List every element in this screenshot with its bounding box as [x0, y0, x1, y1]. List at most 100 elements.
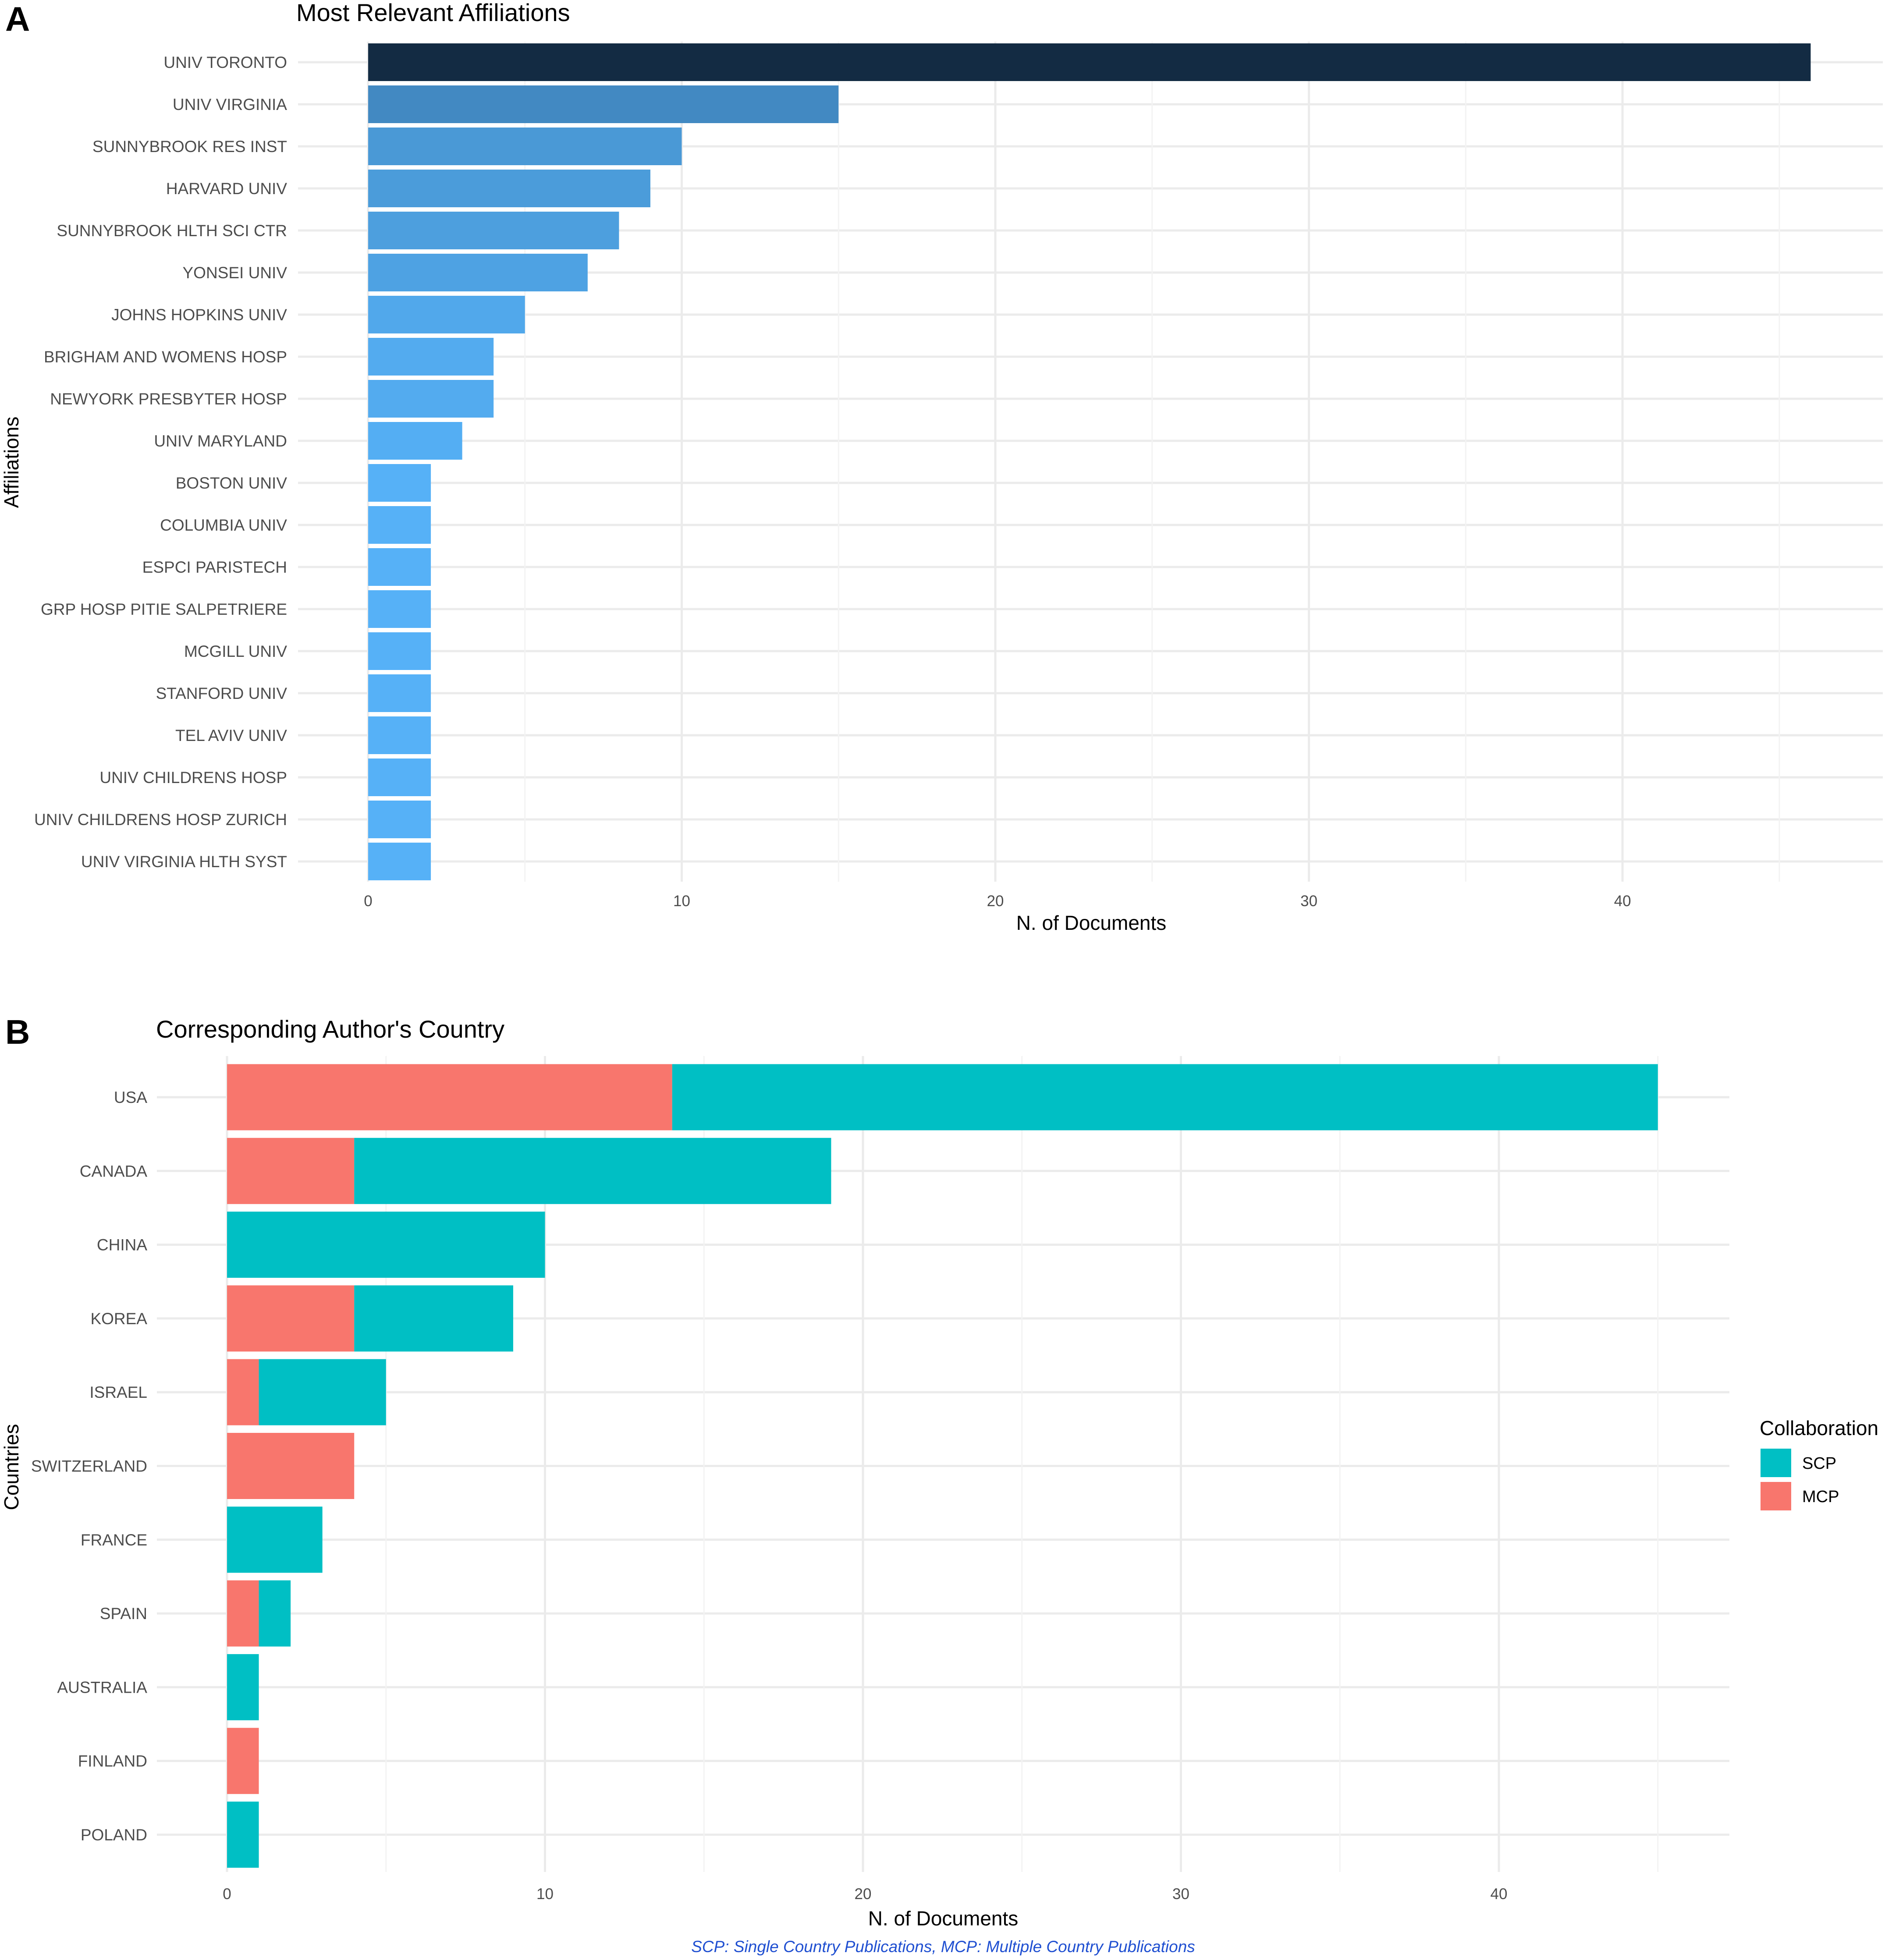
- bar-johns-hopkins-univ: [368, 296, 525, 333]
- a-label-boston-univ: BOSTON UNIV: [176, 474, 288, 492]
- legend-label-scp: SCP: [1802, 1454, 1836, 1473]
- a-label-univ-toronto: UNIV TORONTO: [163, 53, 287, 71]
- bar-scp-usa: [672, 1064, 1658, 1131]
- a-label-espci-paristech: ESPCI PARISTECH: [142, 558, 287, 576]
- panel-b-x-tick-labels: 0 10 20 30 40: [223, 1886, 1507, 1903]
- a-label-yonsei-univ: YONSEI UNIV: [183, 264, 288, 282]
- a-label-univ-childrens-hosp-zurich: UNIV CHILDRENS HOSP ZURICH: [34, 811, 287, 829]
- a-label-sunnybrook-res-inst: SUNNYBROOK RES INST: [92, 138, 287, 156]
- b-label-usa: USA: [114, 1088, 147, 1106]
- panel-a-y-axis-title: Affiliations: [0, 417, 23, 508]
- bar-mcp-korea: [227, 1285, 355, 1352]
- b-x-tick-0: 0: [223, 1886, 231, 1903]
- panel-b-letter: B: [5, 1013, 30, 1051]
- a-label-columbia-univ: COLUMBIA UNIV: [160, 516, 287, 534]
- bar-columbia-univ: [368, 506, 431, 544]
- legend-label-mcp: MCP: [1802, 1488, 1839, 1506]
- panel-b-x-axis-title: N. of Documents: [868, 1907, 1019, 1930]
- panel-b-title: Corresponding Author's Country: [156, 1015, 504, 1043]
- a-label-sunnybrook-hlth-sci-ctr: SUNNYBROOK HLTH SCI CTR: [57, 222, 287, 240]
- bar-boston-univ: [368, 464, 431, 502]
- panel-a-letter: A: [5, 0, 30, 38]
- panel-a-title: Most Relevant Affiliations: [296, 0, 570, 26]
- b-x-tick-20: 20: [855, 1886, 872, 1903]
- bar-univ-maryland: [368, 422, 462, 460]
- panel-b-bars: [227, 1064, 1658, 1868]
- a-x-tick-20: 20: [987, 893, 1004, 910]
- b-label-china: CHINA: [97, 1236, 147, 1254]
- bar-mcp-spain: [227, 1580, 259, 1647]
- bar-grp-hosp-pitie-salpetriere: [368, 590, 431, 628]
- bar-mcp-switzerland: [227, 1433, 355, 1499]
- b-label-korea: KOREA: [90, 1310, 147, 1328]
- panel-b-legend: Collaboration SCP MCP: [1760, 1417, 1878, 1510]
- b-label-spain: SPAIN: [100, 1605, 147, 1623]
- legend-swatch-mcp: [1761, 1482, 1791, 1510]
- a-label-newyork-presbyter-hosp: NEWYORK PRESBYTER HOSP: [50, 390, 287, 408]
- b-label-australia: AUSTRALIA: [57, 1678, 147, 1696]
- bar-scp-poland: [227, 1801, 259, 1868]
- panel-a-x-axis-title: N. of Documents: [1016, 911, 1167, 934]
- a-x-tick-40: 40: [1614, 893, 1631, 910]
- a-label-johns-hopkins-univ: JOHNS HOPKINS UNIV: [111, 306, 287, 324]
- b-x-tick-10: 10: [536, 1886, 554, 1903]
- b-label-canada: CANADA: [80, 1162, 148, 1180]
- a-label-grp-hosp-pitie-salpetriere: GRP HOSP PITIE SALPETRIERE: [41, 600, 287, 618]
- bar-espci-paristech: [368, 548, 431, 586]
- bar-newyork-presbyter-hosp: [368, 380, 494, 418]
- bar-scp-china: [227, 1212, 545, 1278]
- b-label-poland: POLAND: [81, 1826, 147, 1844]
- panel-a-bars: [368, 43, 1811, 880]
- b-label-finland: FINLAND: [78, 1752, 147, 1770]
- bar-yonsei-univ: [368, 254, 588, 291]
- bar-scp-israel: [259, 1359, 386, 1425]
- panel-a-x-tick-labels: 0 10 20 30 40: [364, 893, 1631, 910]
- a-x-tick-30: 30: [1300, 893, 1317, 910]
- bar-tel-aviv-univ: [368, 716, 431, 754]
- panel-b-caption: SCP: Single Country Publications, MCP: M…: [691, 1938, 1195, 1956]
- bar-sunnybrook-res-inst: [368, 128, 682, 165]
- a-x-tick-0: 0: [364, 893, 372, 910]
- a-label-univ-virginia-hlth-syst: UNIV VIRGINIA HLTH SYST: [81, 853, 287, 871]
- panel-b: B Corresponding Author's Country USA CANA…: [0, 1013, 1878, 1956]
- a-label-tel-aviv-univ: TEL AVIV UNIV: [175, 727, 287, 744]
- bar-univ-childrens-hosp: [368, 758, 431, 796]
- a-label-univ-childrens-hosp: UNIV CHILDRENS HOSP: [99, 769, 287, 787]
- a-x-tick-10: 10: [673, 893, 690, 910]
- a-label-stanford-univ: STANFORD UNIV: [156, 684, 288, 702]
- bar-univ-virginia-hlth-syst: [368, 843, 431, 880]
- a-label-harvard-univ: HARVARD UNIV: [166, 180, 288, 198]
- a-label-univ-maryland: UNIV MARYLAND: [154, 432, 287, 450]
- bar-brigham-and-womens-hosp: [368, 338, 494, 376]
- legend-title: Collaboration: [1760, 1417, 1878, 1439]
- bar-univ-virginia: [368, 85, 839, 123]
- a-label-brigham-and-womens-hosp: BRIGHAM AND WOMENS HOSP: [44, 348, 287, 366]
- bar-harvard-univ: [368, 170, 650, 207]
- bar-mcp-israel: [227, 1359, 259, 1425]
- b-label-israel: ISRAEL: [89, 1383, 147, 1401]
- b-label-switzerland: SWITZERLAND: [31, 1457, 147, 1475]
- bar-mcgill-univ: [368, 632, 431, 670]
- panel-b-category-labels: USA CANADA CHINA KOREA ISRAEL SWITZERLAND FRAN…: [31, 1088, 148, 1844]
- bar-scp-france: [227, 1506, 323, 1573]
- bar-univ-toronto: [368, 43, 1811, 81]
- a-label-mcgill-univ: MCGILL UNIV: [184, 642, 287, 660]
- legend-swatch-scp: [1761, 1449, 1791, 1477]
- bar-scp-korea: [354, 1285, 513, 1352]
- b-x-tick-30: 30: [1172, 1886, 1189, 1903]
- panel-a-category-labels: UNIV TORONTO UNIV VIRGINIA SUNNYBROOK RES …: [34, 53, 287, 871]
- bar-scp-spain: [259, 1580, 291, 1647]
- bar-stanford-univ: [368, 674, 431, 712]
- panel-a: A Most Relevant Affiliations UNIV TORONT…: [0, 0, 1883, 934]
- panel-b-y-axis-title: Countries: [0, 1424, 23, 1510]
- bar-mcp-finland: [227, 1728, 259, 1794]
- bar-sunnybrook-hlth-sci-ctr: [368, 212, 619, 249]
- a-label-univ-virginia: UNIV VIRGINIA: [173, 96, 287, 113]
- bar-mcp-canada: [227, 1138, 355, 1204]
- bar-scp-canada: [354, 1138, 831, 1204]
- bar-scp-australia: [227, 1654, 259, 1720]
- b-x-tick-40: 40: [1491, 1886, 1508, 1903]
- bar-mcp-usa: [227, 1064, 672, 1131]
- bar-univ-childrens-hosp-zurich: [368, 801, 431, 838]
